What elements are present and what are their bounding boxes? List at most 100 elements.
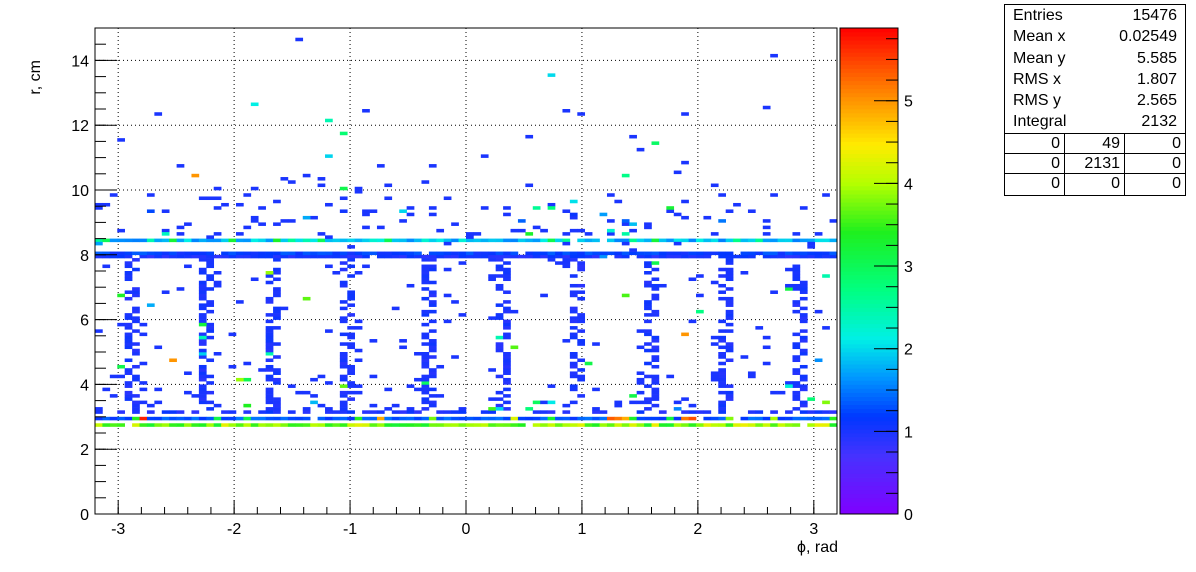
heatmap-cell — [206, 235, 215, 239]
heatmap-cell — [369, 423, 378, 427]
palette-step — [840, 295, 898, 300]
heatmap-cell — [347, 245, 355, 249]
heatmap-cell — [673, 212, 682, 217]
heatmap-cell — [718, 403, 726, 408]
heatmap-cell — [725, 390, 734, 395]
heatmap-cell — [710, 342, 719, 346]
heatmap-cell — [718, 352, 726, 356]
heatmap-cell — [421, 342, 430, 346]
heatmap-cell — [347, 313, 355, 317]
heatmap-cell — [562, 410, 571, 414]
palette-step — [840, 412, 898, 418]
heatmap-cell — [428, 293, 437, 298]
heatmap-cell — [228, 332, 237, 337]
palette-step — [840, 218, 898, 223]
heatmap-cell — [577, 251, 586, 256]
heatmap-cell — [325, 238, 333, 243]
heatmap-cell — [376, 225, 385, 230]
heatmap-cell — [265, 368, 274, 372]
heatmap-cell — [362, 254, 370, 259]
heatmap-cell — [347, 290, 355, 294]
heatmap-cell — [273, 293, 281, 298]
heatmap-cell — [829, 238, 837, 243]
y-tick-label: 12 — [71, 118, 89, 135]
heatmap-cell — [577, 290, 586, 294]
heatmap-cell — [443, 319, 452, 324]
heatmap-cell — [198, 348, 207, 353]
heatmap-cell — [198, 342, 207, 346]
heatmap-cell — [562, 403, 571, 408]
heatmap-cell — [458, 423, 467, 427]
heatmap-cell — [651, 287, 660, 291]
heatmap-cell — [621, 251, 630, 256]
heatmap-cell — [109, 416, 118, 421]
heatmap-cell — [510, 238, 519, 243]
heatmap-cell — [132, 238, 140, 243]
heatmap-cell — [762, 219, 771, 223]
heatmap-cell — [807, 245, 816, 249]
heatmap-cell — [280, 177, 289, 181]
heatmap-cell — [532, 400, 541, 405]
palette-step — [840, 28, 898, 33]
heatmap-cell — [495, 264, 504, 269]
heatmap-cell — [347, 397, 355, 401]
heatmap-cell — [332, 416, 341, 421]
heatmap-cell — [636, 254, 645, 259]
heatmap-cell — [317, 374, 326, 379]
heatmap-cell — [710, 377, 719, 382]
heatmap-cell — [651, 277, 660, 282]
heatmap-cell — [799, 238, 808, 243]
heatmap-cell — [651, 254, 660, 259]
heatmap-cell — [747, 416, 756, 421]
heatmap-cell — [154, 254, 163, 259]
y-tick-label: 10 — [71, 183, 89, 200]
heatmap-cell — [384, 254, 393, 259]
heatmap-cell — [562, 258, 571, 262]
heatmap-cell — [799, 348, 808, 353]
heatmap-cell — [169, 251, 177, 256]
palette-step — [840, 129, 898, 134]
heatmap-cell — [740, 238, 749, 243]
heatmap-cell — [636, 345, 645, 350]
heatmap-cell — [102, 238, 111, 243]
heatmap-cell — [799, 313, 808, 317]
heatmap-cell — [569, 212, 578, 217]
heatmap-cell — [710, 183, 719, 188]
heatmap-cell — [325, 254, 333, 259]
heatmap-cell — [354, 251, 363, 256]
heatmap-cell — [644, 280, 652, 285]
heatmap-cell — [102, 251, 111, 256]
heatmap-cell — [206, 277, 215, 282]
heatmap-cell — [636, 423, 645, 427]
heatmap-cell — [495, 374, 504, 379]
palette-step — [840, 388, 898, 393]
heatmap-cell — [547, 416, 556, 421]
stat-mean-y: Mean y 5.585 — [1013, 49, 1177, 67]
heatmap-cell — [681, 397, 689, 401]
heatmap-cell — [540, 251, 548, 256]
heatmap-cell — [339, 196, 348, 201]
heatmap-cell — [221, 251, 229, 256]
heatmap-cell — [673, 251, 682, 256]
heatmap-cell — [569, 199, 578, 204]
heatmap-cell — [287, 251, 296, 256]
palette-step — [840, 465, 898, 470]
stat-rms-y: RMS y 2.565 — [1013, 92, 1177, 110]
heatmap-cell — [495, 313, 504, 317]
heatmap-cell — [495, 342, 504, 346]
heatmap-cell — [785, 381, 793, 385]
heatmap-cell — [703, 251, 712, 256]
heatmap-cell — [629, 228, 637, 233]
heatmap-cell — [287, 254, 296, 259]
heatmap-cell — [733, 423, 741, 427]
heatmap-cell — [681, 215, 689, 220]
stat-integral: Integral 2132 — [1013, 113, 1177, 131]
heatmap-cell — [273, 238, 281, 243]
heatmap-cell — [569, 326, 578, 330]
heatmap-cell — [785, 287, 793, 291]
heatmap-cell — [273, 309, 281, 314]
palette-step — [840, 210, 898, 215]
heatmap-cell — [124, 274, 133, 278]
heatmap-cell — [273, 403, 281, 408]
heatmap-cell — [673, 241, 682, 246]
